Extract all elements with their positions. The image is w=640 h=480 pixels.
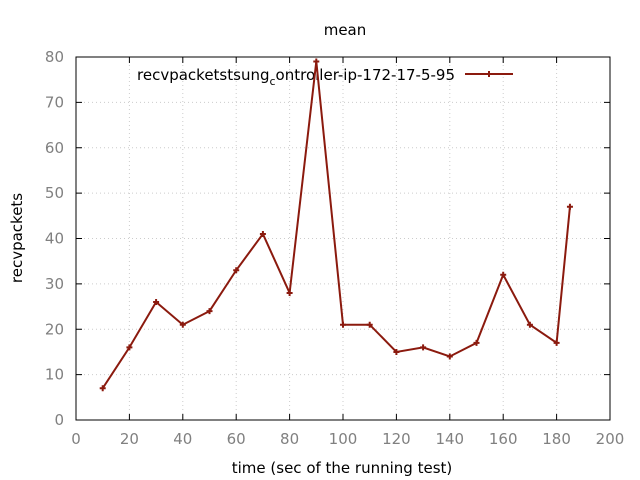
grid-lines: [76, 57, 610, 420]
legend-label-suffix: ontroller-ip-172-17-5-95: [276, 66, 455, 84]
x-tick-label: 120: [382, 430, 411, 448]
x-tick-label: 60: [227, 430, 246, 448]
y-tick-label: 30: [45, 275, 64, 293]
y-tick-label: 60: [45, 139, 64, 157]
legend-marker: [486, 71, 492, 77]
data-point: [566, 203, 573, 210]
y-tick-label: 80: [45, 48, 64, 66]
x-tick-label: 200: [596, 430, 625, 448]
x-ticks: 0 20 40 60 80 100 120 140 160 180 200: [71, 57, 624, 448]
data-point: [553, 339, 560, 346]
data-point: [233, 267, 240, 274]
x-tick-label: 80: [280, 430, 299, 448]
y-tick-label: 50: [45, 184, 64, 202]
x-tick-label: 40: [173, 430, 192, 448]
legend: recvpacketstsungcontroller-ip-172-17-5-9…: [137, 66, 513, 88]
y-tick-label: 10: [45, 366, 64, 384]
x-tick-label: 20: [120, 430, 139, 448]
data-point: [179, 321, 186, 328]
y-tick-label: 70: [45, 93, 64, 111]
data-point: [420, 344, 427, 351]
legend-marker-point: [486, 71, 492, 77]
data-point: [500, 271, 507, 278]
data-point: [286, 289, 293, 296]
chart-title: mean: [324, 21, 367, 39]
data-point: [313, 58, 320, 65]
y-ticks: 0 10 20 30 40 50 60 70 80: [45, 48, 610, 429]
x-tick-label: 140: [435, 430, 464, 448]
x-tick-label: 160: [489, 430, 518, 448]
series-points: [99, 58, 573, 392]
legend-label: recvpacketstsungcontroller-ip-172-17-5-9…: [137, 66, 455, 88]
x-tick-label: 180: [542, 430, 571, 448]
data-point: [473, 339, 480, 346]
data-point: [99, 385, 106, 392]
data-point: [126, 344, 133, 351]
x-tick-label: 0: [71, 430, 81, 448]
y-tick-label: 0: [54, 411, 64, 429]
data-point: [393, 348, 400, 355]
x-axis-label: time (sec of the running test): [232, 459, 453, 477]
series-line: [101, 61, 571, 389]
legend-label-prefix: recvpacketstsung: [137, 66, 269, 84]
data-point: [259, 230, 266, 237]
data-point: [446, 353, 453, 360]
y-axis-label: recvpackets: [8, 193, 26, 283]
data-point: [206, 308, 213, 315]
x-tick-label: 100: [329, 430, 358, 448]
y-tick-label: 20: [45, 320, 64, 338]
data-point: [366, 321, 373, 328]
legend-label-subscript: c: [269, 75, 275, 88]
data-point: [340, 321, 346, 328]
data-point: [526, 321, 533, 328]
data-point: [153, 299, 160, 306]
y-tick-label: 40: [45, 230, 64, 248]
